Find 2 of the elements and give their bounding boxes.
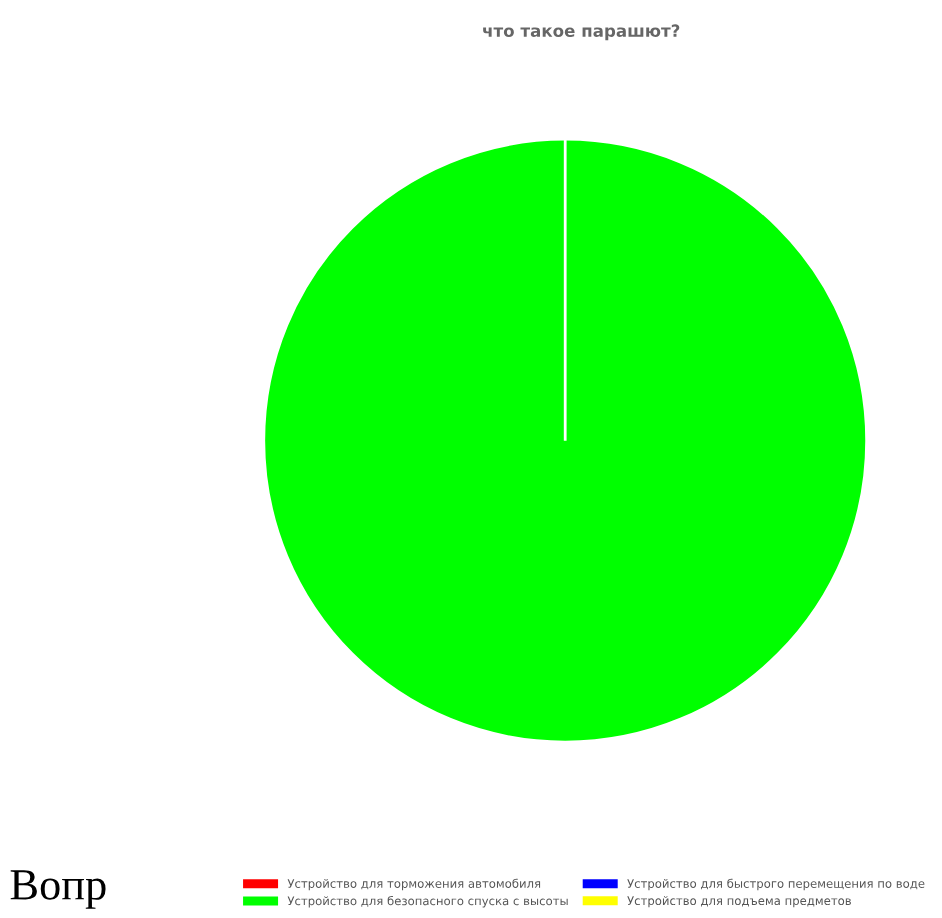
chart-title: что такое парашют? bbox=[483, 24, 680, 41]
text: Вопр bbox=[10, 870, 106, 909]
